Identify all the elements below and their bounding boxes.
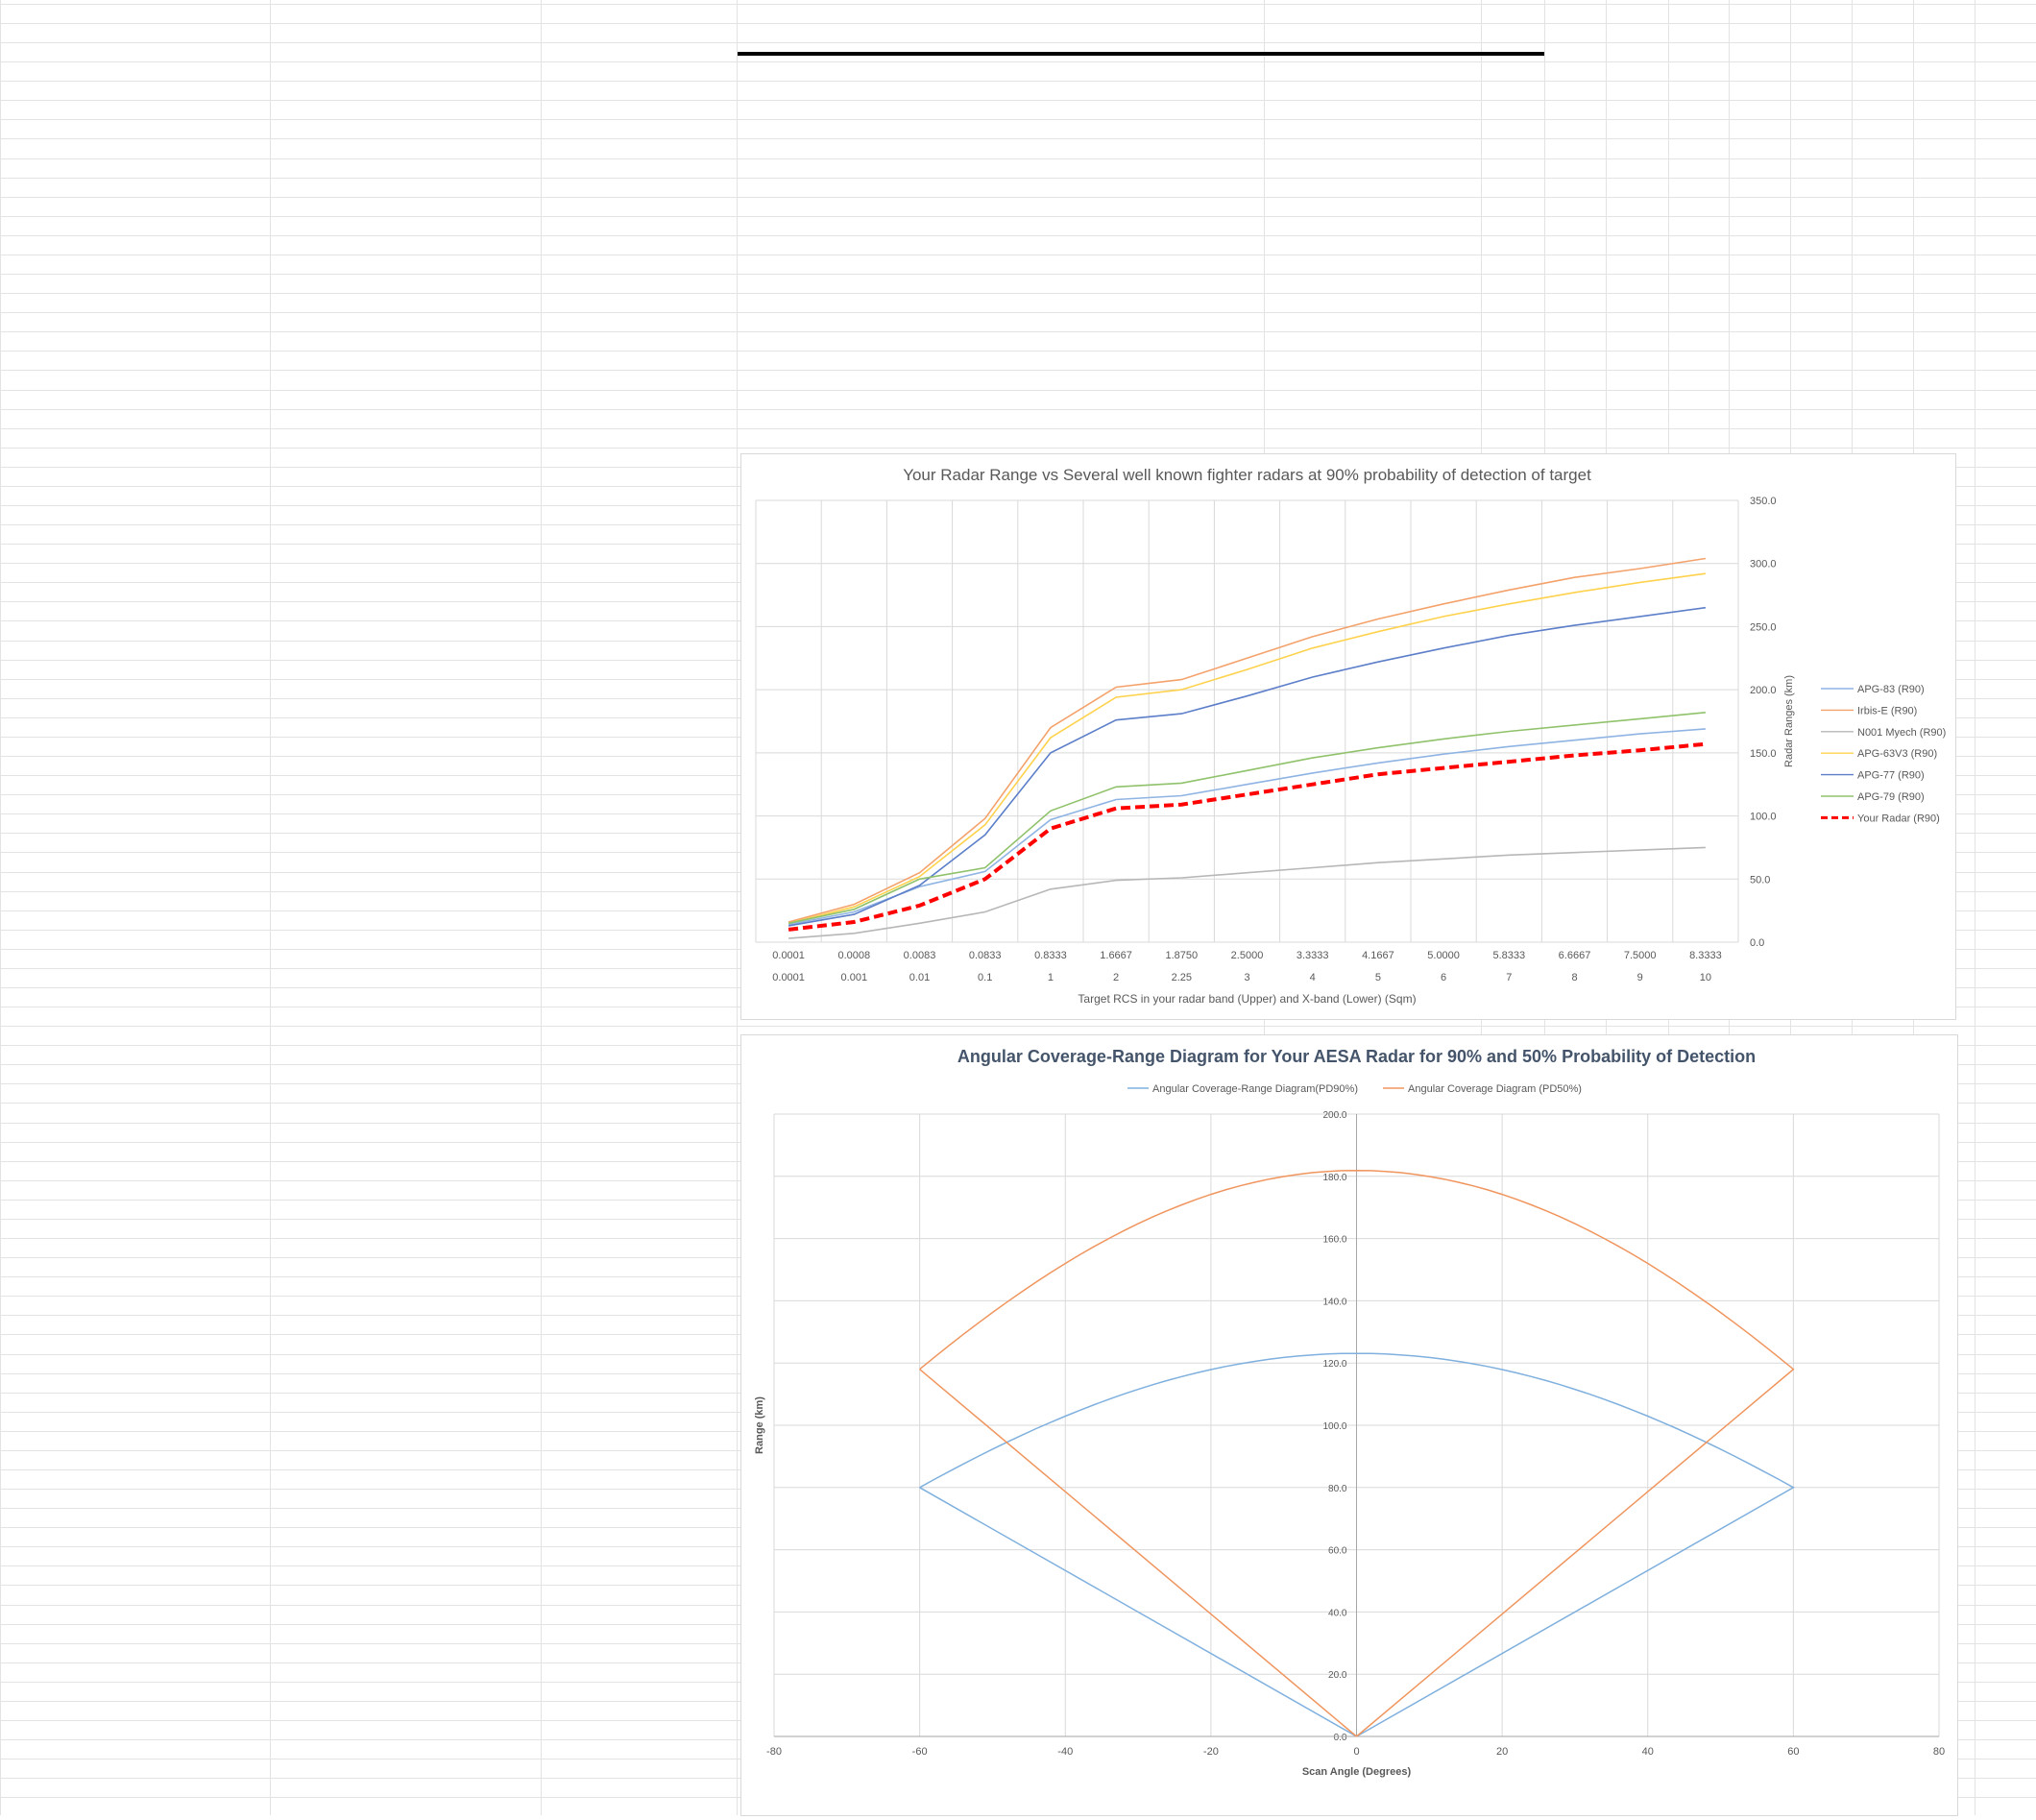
x-tick-upper: 4.1667 — [1362, 950, 1394, 961]
y-tick-label: 120.0 — [1322, 1359, 1346, 1370]
range-comparison-plot: Your Radar Range vs Several well known f… — [755, 466, 1946, 1006]
legend-entry: APG-83 (R90) — [1857, 684, 1925, 695]
x-tick-lower: 0.0001 — [772, 972, 805, 983]
legend-entry: Angular Coverage Diagram (PD50%) — [1408, 1083, 1582, 1095]
series-line — [788, 846, 1706, 939]
x-tick-upper: 0.0083 — [904, 950, 936, 961]
legend-entry: Your Radar (R90) — [1857, 813, 1940, 824]
coverage-curve — [919, 1169, 1795, 1737]
x-tick-label: 0 — [1353, 1746, 1359, 1758]
x-tick-lower: 4 — [1310, 972, 1316, 983]
x-tick-lower: 5 — [1375, 972, 1381, 983]
x-tick-upper: 5.0000 — [1427, 950, 1460, 961]
x-tick-lower: 10 — [1700, 972, 1711, 983]
r90-value[interactable] — [1264, 52, 1481, 57]
y-tick-label: 80.0 — [1328, 1484, 1347, 1494]
legend-entry: APG-77 (R90) — [1857, 770, 1925, 782]
y-tick-label: 100.0 — [1322, 1421, 1346, 1432]
angular-coverage-plot: Angular Coverage-Range Diagram for Your … — [754, 1047, 1945, 1778]
y-tick-label: 200.0 — [1750, 685, 1777, 696]
x-tick-upper: 8.3333 — [1689, 950, 1722, 961]
y-tick-label: 20.0 — [1328, 1670, 1347, 1681]
x-tick-lower: 0.001 — [841, 972, 868, 983]
x-tick-upper: 0.0833 — [969, 950, 1002, 961]
x-tick-lower: 7 — [1506, 972, 1512, 983]
y-tick-label: 150.0 — [1750, 748, 1777, 760]
x-tick-label: 60 — [1787, 1746, 1799, 1758]
x-tick-lower: 9 — [1637, 972, 1643, 983]
x-tick-lower: 0.1 — [978, 972, 992, 983]
legend-entry: N001 Myech (R90) — [1857, 727, 1946, 739]
x-tick-upper: 6.6667 — [1559, 950, 1591, 961]
series-line — [788, 712, 1706, 925]
x-tick-label: -40 — [1057, 1746, 1073, 1758]
x-axis-label: Target RCS in your radar band (Upper) an… — [1078, 992, 1416, 1006]
angular-coverage-chart[interactable]: Angular Coverage-Range Diagram for Your … — [740, 1034, 1958, 1816]
r90-label[interactable] — [738, 52, 1265, 57]
legend-entry: Irbis-E (R90) — [1857, 705, 1917, 716]
legend-entry: APG-63V3 (R90) — [1857, 748, 1937, 760]
chart-title: Your Radar Range vs Several well known f… — [903, 466, 1591, 484]
y-tick-label: 250.0 — [1750, 621, 1777, 633]
x-tick-upper: 0.0008 — [837, 950, 870, 961]
x-tick-label: -60 — [912, 1746, 928, 1758]
chart-title: Angular Coverage-Range Diagram for Your … — [957, 1047, 1756, 1066]
r90-unit[interactable] — [1481, 52, 1544, 57]
x-tick-upper: 0.8333 — [1034, 950, 1067, 961]
x-tick-upper: 2.5000 — [1231, 950, 1264, 961]
y-axis-label: Radar Ranges (km) — [1783, 675, 1795, 767]
x-tick-upper: 5.8333 — [1492, 950, 1525, 961]
x-axis-label: Scan Angle (Degrees) — [1302, 1766, 1412, 1778]
y-tick-label: 0.0 — [1334, 1733, 1347, 1743]
legend-entry: Angular Coverage-Range Diagram(PD90%) — [1152, 1083, 1358, 1095]
x-tick-lower: 1 — [1048, 972, 1054, 983]
x-tick-label: 80 — [1933, 1746, 1945, 1758]
radar-range-comparison-chart[interactable]: Your Radar Range vs Several well known f… — [740, 453, 1956, 1020]
x-tick-lower: 8 — [1571, 972, 1577, 983]
legend-entry: APG-79 (R90) — [1857, 791, 1925, 803]
x-tick-upper: 1.8750 — [1165, 950, 1198, 961]
y-tick-label: 350.0 — [1750, 496, 1777, 507]
x-tick-lower: 0.01 — [909, 972, 930, 983]
x-tick-lower: 6 — [1441, 972, 1446, 983]
y-tick-label: 60.0 — [1328, 1546, 1347, 1557]
x-tick-upper: 3.3333 — [1297, 950, 1329, 961]
x-tick-lower: 3 — [1244, 972, 1249, 983]
x-tick-lower: 2.25 — [1172, 972, 1192, 983]
y-axis-label: Range (km) — [754, 1396, 765, 1454]
x-tick-label: 20 — [1496, 1746, 1508, 1758]
y-tick-label: 180.0 — [1322, 1173, 1346, 1183]
x-tick-label: 40 — [1642, 1746, 1654, 1758]
x-tick-upper: 7.5000 — [1624, 950, 1657, 961]
y-tick-label: 200.0 — [1322, 1110, 1346, 1121]
x-tick-upper: 0.0001 — [772, 950, 805, 961]
y-tick-label: 300.0 — [1750, 559, 1777, 570]
x-tick-upper: 1.6667 — [1100, 950, 1132, 961]
series-line — [788, 606, 1707, 927]
coverage-curve — [919, 1352, 1795, 1737]
x-tick-label: -20 — [1203, 1746, 1219, 1758]
series-line — [788, 728, 1706, 926]
x-tick-lower: 2 — [1113, 972, 1119, 983]
y-tick-label: 0.0 — [1750, 937, 1764, 949]
series-line — [788, 557, 1707, 923]
series-line — [788, 741, 1707, 932]
y-tick-label: 50.0 — [1750, 874, 1770, 886]
y-tick-label: 160.0 — [1322, 1235, 1346, 1246]
y-tick-label: 100.0 — [1750, 812, 1777, 823]
y-tick-label: 140.0 — [1322, 1297, 1346, 1307]
x-tick-label: -80 — [766, 1746, 782, 1758]
y-tick-label: 40.0 — [1328, 1608, 1347, 1618]
series-line — [788, 572, 1707, 925]
